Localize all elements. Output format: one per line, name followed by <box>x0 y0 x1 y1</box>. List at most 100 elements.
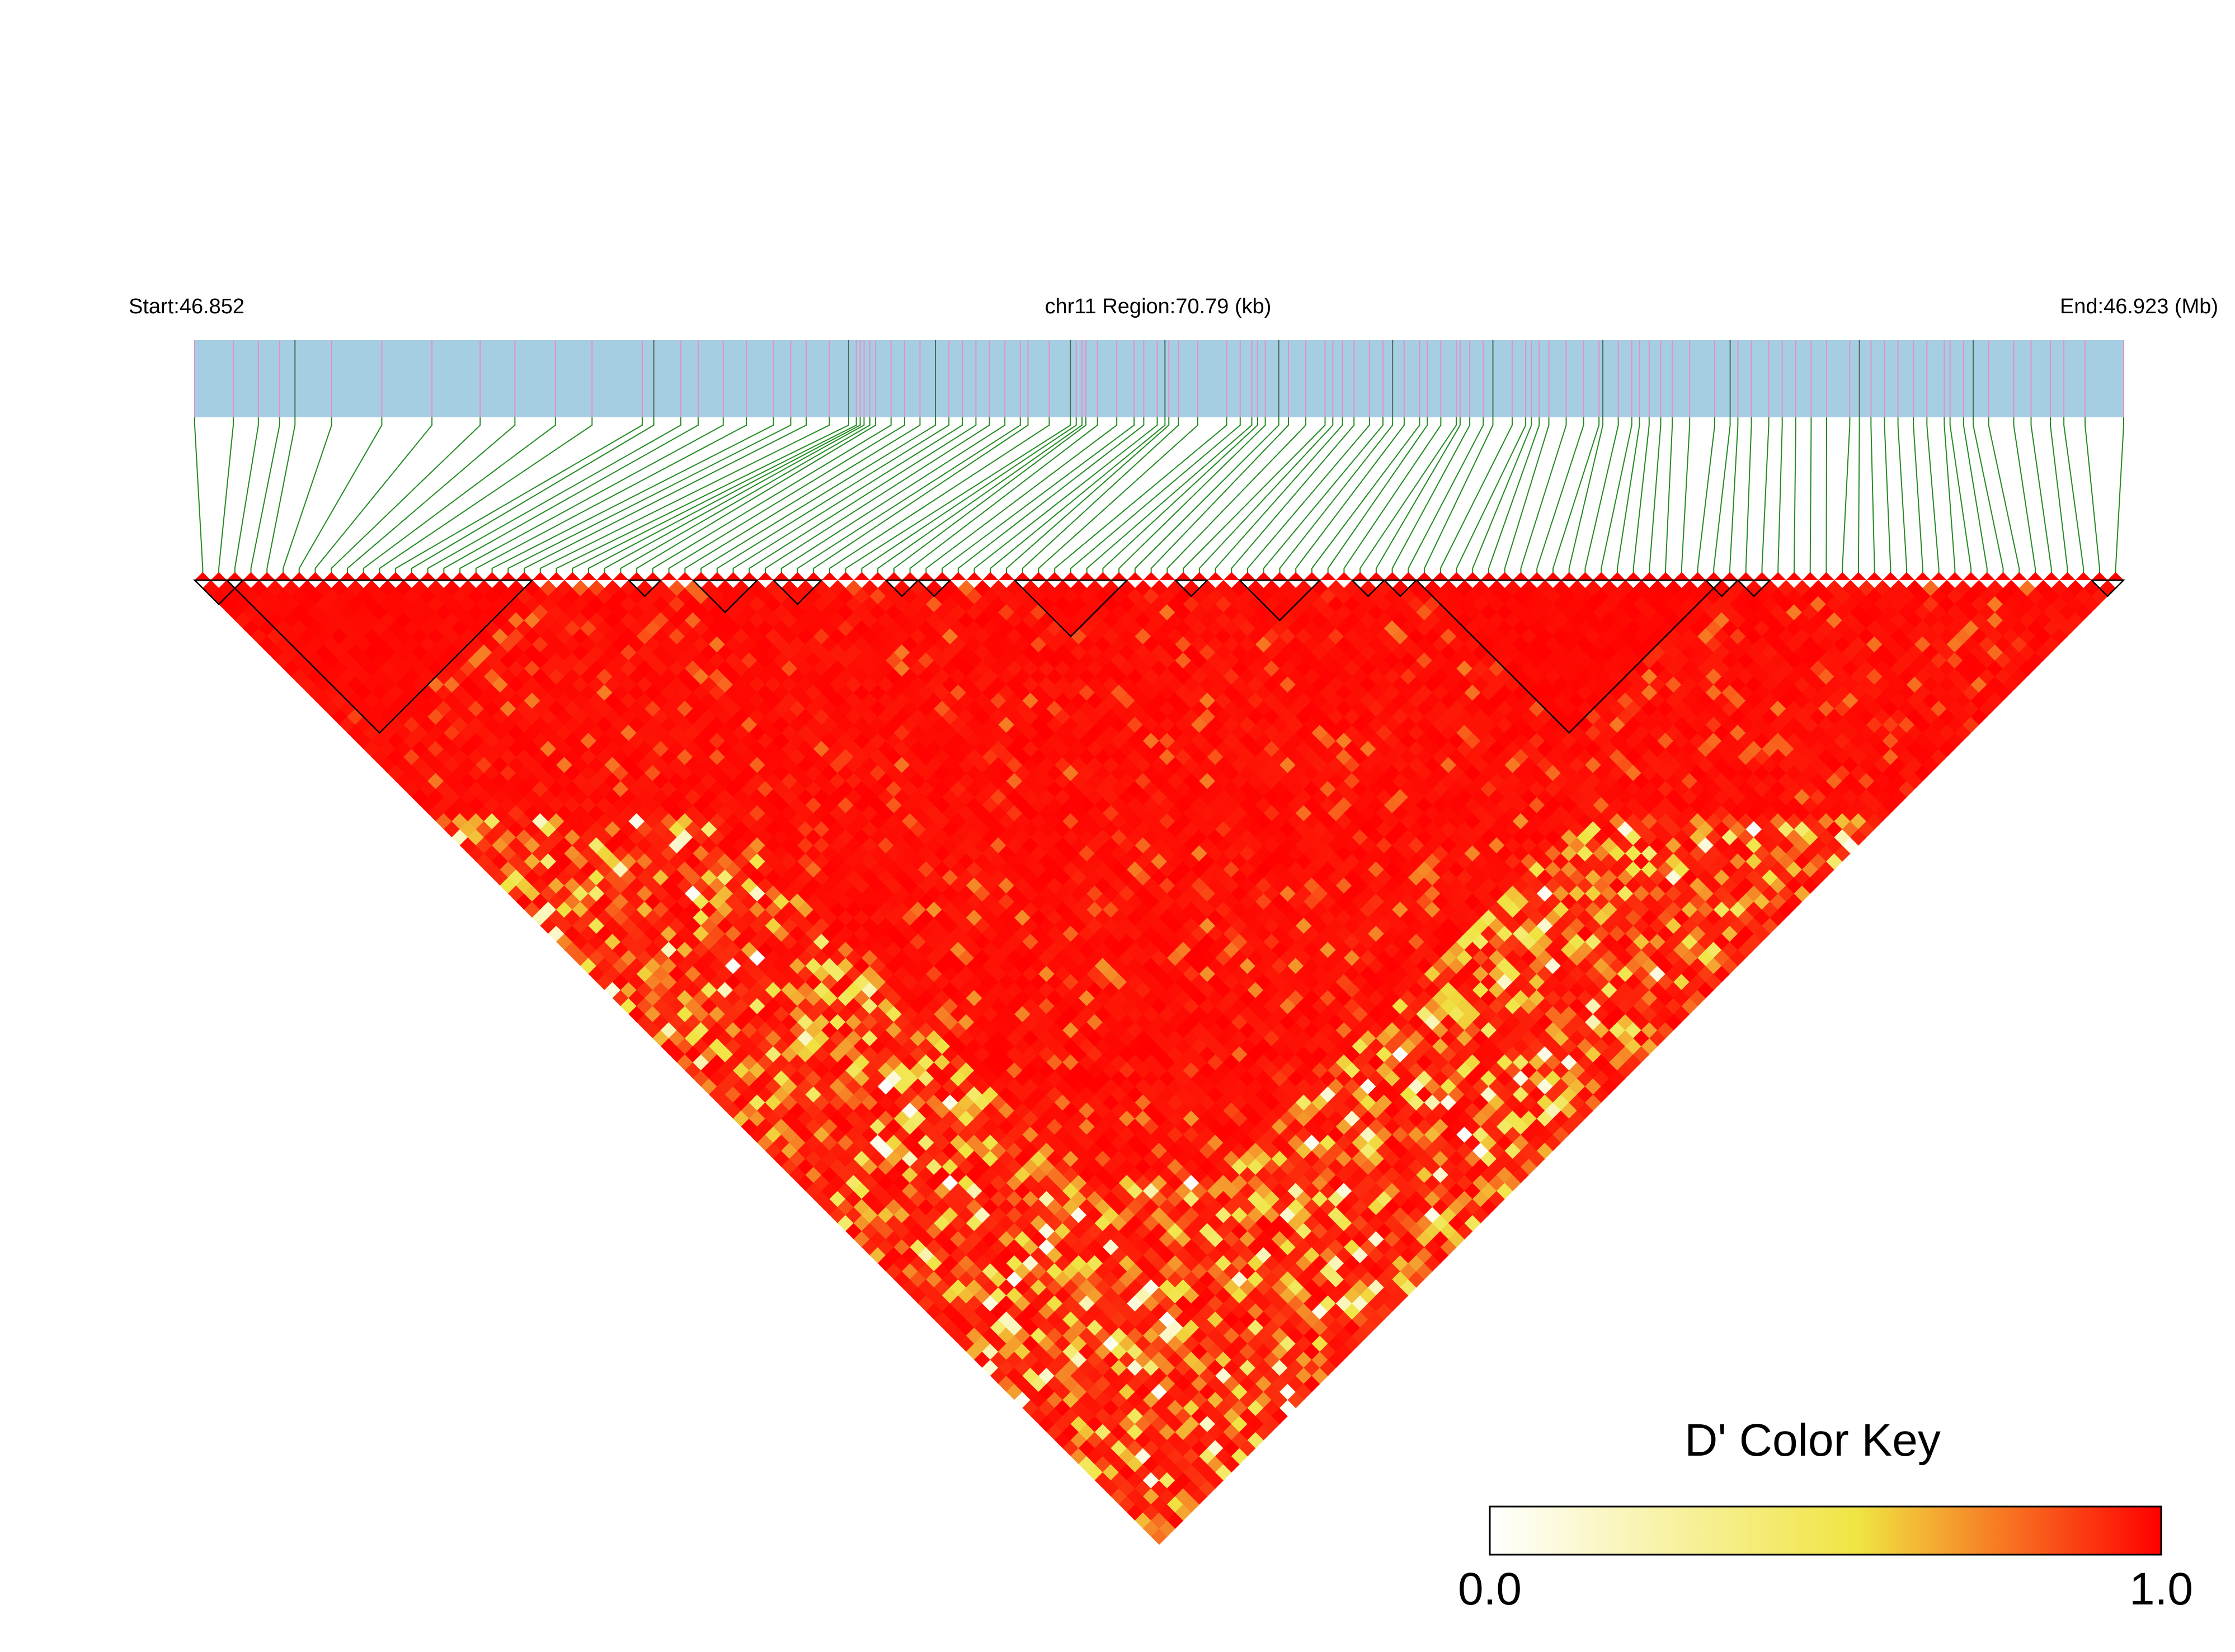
snp-connector <box>1552 417 1600 573</box>
snp-connector <box>2085 417 2100 573</box>
snp-connector <box>1825 417 1828 573</box>
snp-connector <box>1963 417 1988 573</box>
snp-connector <box>218 417 234 573</box>
snp-connector <box>363 417 556 573</box>
snp-connector <box>1761 417 1770 573</box>
snp-connector <box>1456 417 1527 573</box>
snp-connector <box>1408 417 1484 573</box>
snp-connector <box>1150 417 1290 573</box>
snp-connector <box>1665 417 1673 573</box>
snp-connector <box>1070 417 1241 573</box>
snp-connector <box>475 417 747 573</box>
snp-connector <box>427 417 681 573</box>
snp-connector <box>1166 417 1307 573</box>
snp-connector <box>1601 417 1632 573</box>
snp-connector <box>1439 417 1513 573</box>
snp-connector <box>1973 417 2004 573</box>
snp-connector <box>1745 417 1752 573</box>
snp-connector <box>1231 417 1355 573</box>
snp-connector <box>1584 417 1619 573</box>
snp-connector <box>1913 417 1923 573</box>
snp-connector <box>331 417 481 573</box>
snp-connector <box>395 417 643 573</box>
start-label: Start:46.852 <box>129 295 244 318</box>
snp-connector <box>700 417 937 573</box>
snp-connector <box>524 417 807 573</box>
snp-connector <box>1054 417 1227 573</box>
snp-connector <box>1183 417 1326 573</box>
snp-position-track <box>195 340 2124 417</box>
snp-connector <box>491 417 774 573</box>
region-label: chr11 Region:70.79 (kb) <box>1045 295 1272 318</box>
snp-connector <box>2115 417 2124 573</box>
end-label: End:46.923 (Mb) <box>2060 295 2218 318</box>
snp-connector <box>1424 417 1494 573</box>
snp-connector <box>1102 417 1258 573</box>
snp-connector <box>1327 417 1428 573</box>
snp-connector <box>1279 417 1394 573</box>
snp-connector <box>507 417 792 573</box>
snp-connector <box>250 417 280 573</box>
snp-connector <box>2030 417 2052 573</box>
snp-connector <box>2063 417 2085 573</box>
snp-connector <box>1022 417 1179 573</box>
snp-connector <box>572 417 857 573</box>
snp-connector <box>1215 417 1343 573</box>
snp-connector <box>1038 417 1198 573</box>
snp-connector <box>668 417 905 573</box>
snp-connector <box>411 417 655 573</box>
snp-connector <box>556 417 849 573</box>
snp-connector <box>1375 417 1461 573</box>
snp-connector <box>925 417 1118 573</box>
snp-connector <box>1697 417 1716 573</box>
snp-connector <box>194 417 204 573</box>
snp-connector <box>1988 417 2020 573</box>
snp-connector <box>861 417 1077 573</box>
snp-connector <box>379 417 593 573</box>
snp-connector <box>1729 417 1739 573</box>
snp-connector <box>1520 417 1567 573</box>
snp-connector <box>636 417 877 573</box>
snp-connector <box>990 417 1166 573</box>
snp-connector <box>1134 417 1279 573</box>
snp-connector <box>604 417 865 573</box>
snp-connector <box>909 417 1098 573</box>
snp-connector <box>1504 417 1550 573</box>
snp-connector <box>749 417 977 573</box>
ld-cells <box>195 572 2124 1545</box>
snp-connector <box>314 417 433 573</box>
snp-connector <box>716 417 950 573</box>
snp-connector <box>829 417 1050 573</box>
snp-connector <box>652 417 892 573</box>
snp-connector <box>1198 417 1334 573</box>
snp-connector <box>813 417 1029 573</box>
snp-connector <box>1568 417 1604 573</box>
snp-connector <box>1842 417 1851 573</box>
snp-connector <box>620 417 871 573</box>
snp-connector <box>1681 417 1691 573</box>
snp-connector <box>459 417 724 573</box>
snp-connector <box>845 417 1071 573</box>
snp-connector <box>1295 417 1405 573</box>
snp-connector <box>443 417 699 573</box>
snp-connector <box>780 417 1006 573</box>
snp-connector <box>942 417 1135 573</box>
snp-connector <box>1713 417 1731 573</box>
snp-connector <box>1536 417 1584 573</box>
snp-connector <box>1949 417 1972 573</box>
snp-connector <box>973 417 1158 573</box>
snp-connector <box>765 417 990 573</box>
snp-connector <box>1944 417 1956 573</box>
snp-connector <box>2049 417 2068 573</box>
snp-connector <box>732 417 963 573</box>
snp-connector <box>346 417 516 573</box>
snp-connector <box>1793 417 1796 573</box>
snp-connector <box>1006 417 1170 573</box>
snp-connector <box>266 417 296 573</box>
snp-connector <box>1926 417 1940 573</box>
snp-connector <box>1777 417 1783 573</box>
snp-connector <box>1649 417 1662 573</box>
snp-connector <box>1086 417 1253 573</box>
snp-connector <box>2013 417 2036 573</box>
